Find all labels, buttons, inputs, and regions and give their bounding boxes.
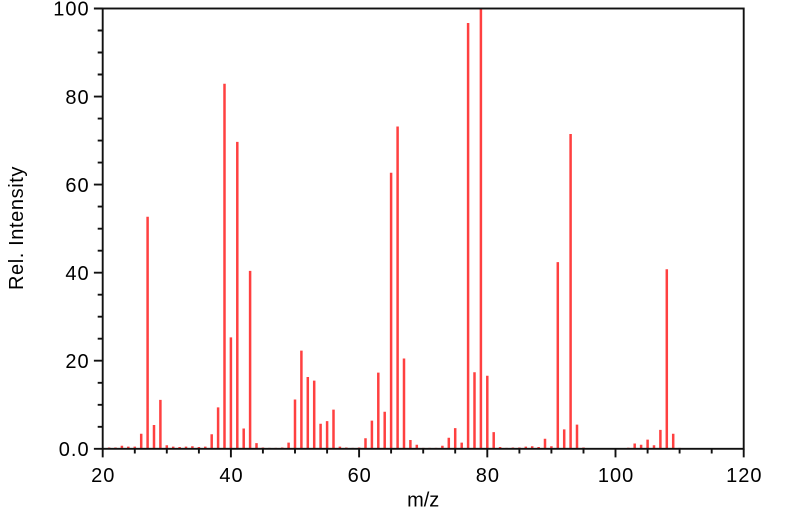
svg-text:20: 20 [65, 351, 89, 373]
svg-text:60: 60 [65, 175, 89, 197]
svg-text:40: 40 [65, 263, 89, 285]
svg-text:80: 80 [65, 87, 89, 109]
svg-text:Rel. Intensity: Rel. Intensity [6, 166, 28, 290]
svg-text:40: 40 [219, 465, 243, 487]
svg-text:20: 20 [91, 465, 115, 487]
svg-text:0.0: 0.0 [59, 439, 90, 461]
svg-text:100: 100 [53, 0, 89, 21]
svg-text:100: 100 [598, 465, 634, 487]
svg-text:80: 80 [476, 465, 500, 487]
svg-text:60: 60 [348, 465, 372, 487]
svg-text:m/z: m/z [407, 490, 439, 512]
svg-text:120: 120 [726, 465, 762, 487]
